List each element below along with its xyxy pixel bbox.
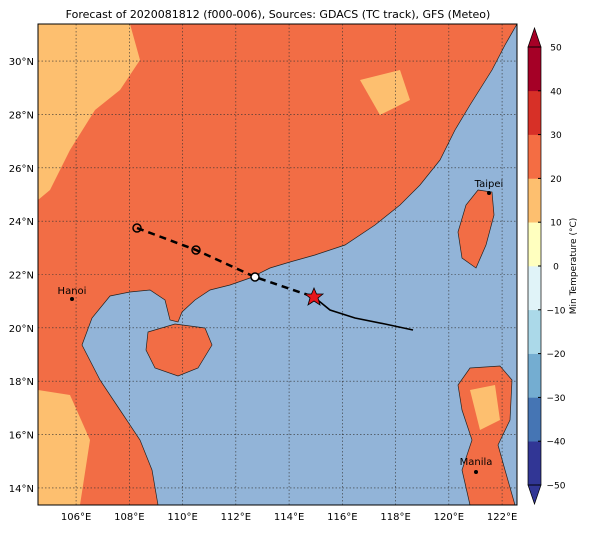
- lat-tick-label: 14°N: [9, 484, 34, 495]
- lat-tick-label: 16°N: [9, 431, 34, 442]
- track-point: [191, 245, 201, 255]
- storm-position: [303, 286, 325, 306]
- lon-tick-label: 110°E: [167, 512, 197, 523]
- colorbar-extend: [527, 26, 542, 48]
- colorbar-bin: [528, 47, 541, 92]
- warm-patch: [38, 24, 140, 200]
- city-label: Hanoi: [58, 286, 87, 297]
- city-dot: [474, 470, 478, 474]
- lat-tick-label: 18°N: [9, 377, 34, 388]
- hainan: [145, 323, 213, 377]
- colorbar-tick-label: 30: [550, 131, 562, 141]
- taiwan: [457, 189, 495, 269]
- lon-tick-label: 106°E: [61, 512, 91, 523]
- lon-tick-label: 114°E: [274, 512, 304, 523]
- colorbar-bin: [528, 134, 541, 179]
- colorbar-tick-label: −40: [547, 438, 566, 448]
- colorbar-tick-label: −10: [547, 306, 566, 316]
- colorbar-extend: [527, 484, 542, 506]
- lat-tick-label: 26°N: [9, 164, 34, 175]
- lon-tick-label: 116°E: [327, 512, 357, 523]
- city-dot: [487, 191, 491, 195]
- lon-tick-label: 122°E: [487, 512, 517, 523]
- colorbar: −50 −40 −30 −20 −10 0 10 20 30 40 50: [527, 26, 566, 506]
- colorbar-bin: [528, 441, 541, 486]
- lat-tick-label: 30°N: [9, 57, 34, 68]
- past-track: [136, 226, 315, 299]
- colorbar-bin: [528, 266, 541, 311]
- lon-tick-label: 112°E: [221, 512, 251, 523]
- track-point: [132, 223, 142, 233]
- colorbar-bin: [528, 90, 541, 135]
- colorbar-tick-label: 50: [550, 44, 562, 54]
- forecast-track: [313, 296, 414, 331]
- colorbar-tick-label: −30: [547, 394, 566, 404]
- colorbar-tick-label: 0: [553, 263, 559, 273]
- lat-tick-label: 22°N: [9, 271, 34, 282]
- colorbar-bin: [528, 353, 541, 398]
- lat-tick-label: 28°N: [9, 110, 34, 121]
- colorbar-bin: [528, 397, 541, 442]
- city-dot: [70, 297, 74, 301]
- map: Hanoi Taipei Manila: [37, 23, 518, 506]
- colorbar-tick-label: −20: [547, 350, 566, 360]
- mainland: [37, 23, 518, 506]
- graticule: [38, 24, 517, 505]
- lon-tick-label: 108°E: [114, 512, 144, 523]
- lat-tick-label: 24°N: [9, 217, 34, 228]
- warm-patch: [360, 70, 410, 115]
- colorbar-bin: [528, 222, 541, 267]
- colorbar-bin: [528, 178, 541, 223]
- track-point: [250, 272, 260, 282]
- colorbar-tick-label: 20: [550, 175, 562, 185]
- colorbar-tick-label: 40: [550, 87, 562, 97]
- lon-tick-label: 120°E: [434, 512, 464, 523]
- colorbar-tick-label: 10: [550, 219, 562, 229]
- map-frame: [37, 23, 518, 506]
- colorbar-bin: [528, 309, 541, 354]
- lon-tick-label: 118°E: [380, 512, 410, 523]
- colorbar-label: Min Temperature (°C): [569, 218, 579, 315]
- warm-patch: [38, 390, 90, 505]
- colorbar-tick-label: −50: [547, 482, 566, 492]
- title: Forecast of 2020081812 (f000-006), Sourc…: [66, 8, 491, 21]
- city-label: Manila: [460, 457, 493, 468]
- warm-patch: [470, 385, 500, 430]
- city-label: Taipei: [474, 179, 504, 190]
- lat-tick-label: 20°N: [9, 324, 34, 335]
